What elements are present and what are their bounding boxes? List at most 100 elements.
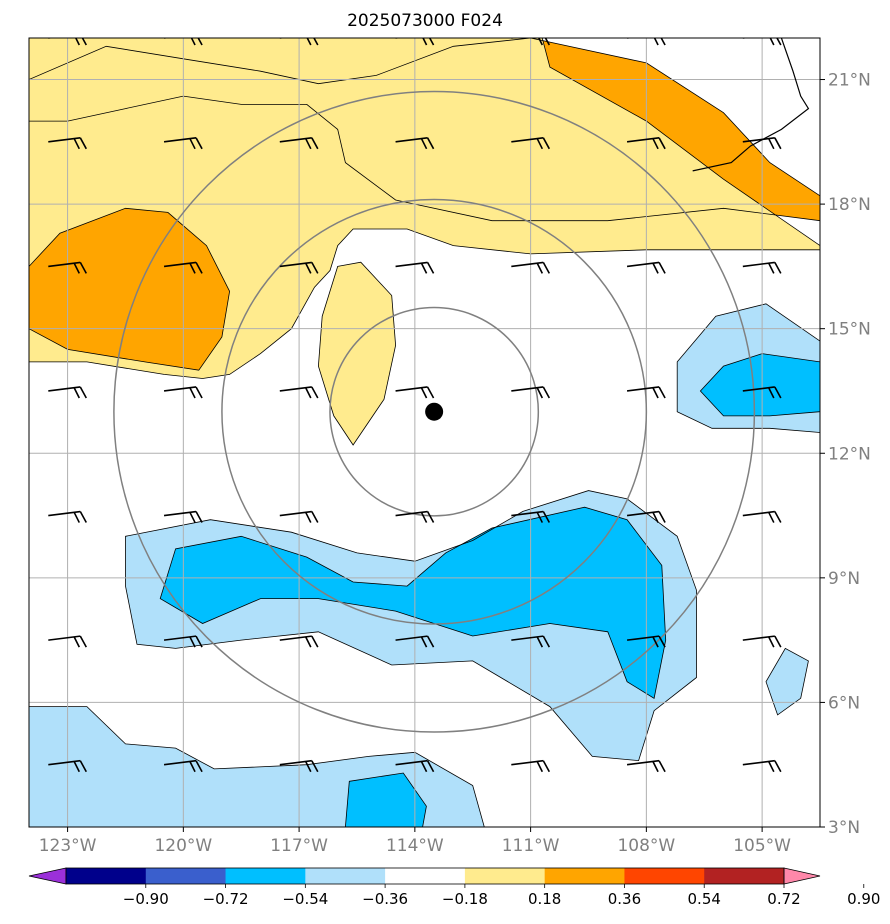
wind-barb (163, 759, 203, 773)
wind-barb (511, 635, 551, 648)
contour-line-southwest-blue (29, 706, 485, 827)
wind-barb (511, 38, 551, 46)
map-area (29, 38, 820, 827)
coastline-mexico (692, 38, 810, 172)
wind-barb (163, 635, 203, 648)
colorbar-tick-label: −0.36 (362, 890, 408, 908)
wind-barb (742, 386, 782, 399)
storm-center (425, 402, 444, 421)
x-tick-label: 108°W (617, 836, 675, 856)
wind-barb (163, 386, 203, 399)
colorbar-tick-label: 0.18 (528, 890, 561, 908)
range-ring (113, 90, 756, 733)
x-tick-label: 123°W (39, 836, 97, 856)
wind-barb (48, 759, 87, 773)
x-tick-label: 117°W (270, 836, 328, 856)
contour-fill-west-orange-blob (29, 208, 230, 371)
wind-barb (742, 38, 782, 46)
coastline (692, 38, 810, 172)
colorbar-bin (385, 868, 466, 884)
wind-barb (742, 261, 782, 274)
colorbar-outline (65, 867, 785, 885)
wind-barb (163, 510, 203, 523)
wind-barb (279, 510, 319, 523)
colorbar-tick-label: 0.72 (767, 890, 800, 908)
x-tick-label: 120°W (154, 836, 212, 856)
wind-barbs (48, 38, 782, 773)
colorbar: −0.90 −0.72 −0.54 −0.36 −0.18 0.18 0.36 0.54 0.7… (28, 867, 880, 908)
colorbar-bin (66, 868, 147, 884)
map-frame (28, 37, 821, 828)
wind-barb (279, 635, 319, 648)
wind-barb (511, 759, 551, 773)
colorbar-extend-low (28, 867, 67, 885)
wind-barb (511, 386, 551, 399)
wind-barb (279, 38, 319, 46)
wind-barb (511, 510, 551, 523)
contour-line-west-orange-blob (29, 207, 231, 371)
gridlines (29, 38, 820, 827)
x-axis-ticks: 123°W 120°W 117°W 114°W 111°W 108°W 105°W (39, 827, 791, 856)
wind-barb (742, 759, 782, 773)
wind-barb (626, 261, 666, 274)
wind-barb (163, 261, 203, 274)
colorbar-tick-label: 0.90 (847, 890, 880, 908)
colorbar-bin (704, 868, 785, 884)
wind-barb (48, 261, 87, 274)
range-ring (329, 306, 540, 517)
wind-barb (511, 261, 551, 274)
contour-line-south-deep-blue-patch (344, 772, 427, 827)
y-tick-label: 3°N (828, 818, 860, 838)
wind-barb (395, 137, 435, 150)
storm-center-dot (425, 402, 444, 421)
colorbar-bin (145, 868, 227, 884)
colorbar-bin (464, 868, 546, 884)
contour-fill-central-yellow-tongue (318, 262, 396, 445)
wind-barb (164, 38, 203, 46)
x-tick-label: 105°W (733, 836, 791, 856)
wind-barb (395, 635, 435, 648)
wind-barb (395, 261, 435, 274)
y-axis-ticks: 3°N 6°N 9°N 12°N 15°N 18°N 21°N (820, 71, 871, 838)
wind-barb (163, 137, 203, 150)
wind-barb (742, 635, 782, 648)
wind-barb (395, 510, 435, 523)
wind-barb (395, 386, 435, 399)
wind-barb (48, 635, 87, 648)
contour-line-central-yellow-tongue (317, 261, 397, 446)
y-tick-label: 21°N (828, 71, 871, 91)
wind-barb (626, 386, 666, 399)
wind-barb (279, 759, 319, 773)
wind-barb (627, 38, 666, 46)
contour-line-south-blue-belt (125, 490, 697, 762)
wind-barb (511, 137, 551, 150)
wind-barb (279, 137, 319, 150)
wind-barb (626, 635, 666, 648)
contour-fill-far-east-blue-spot (766, 648, 809, 715)
colorbar-tick-label: −0.18 (442, 890, 488, 908)
y-tick-label: 15°N (828, 320, 871, 340)
colorbar-extend-high (783, 867, 821, 885)
colorbar-tick-label: 0.54 (688, 890, 721, 908)
y-tick-label: 6°N (828, 693, 860, 713)
x-tick-label: 111°W (502, 836, 560, 856)
y-tick-label: 9°N (828, 569, 860, 589)
colorbar-bin (624, 868, 705, 884)
contour-line-east-deep-blue (699, 353, 820, 417)
contour-line-north-yellow-belt (29, 38, 820, 379)
wind-barb (742, 510, 782, 523)
range-ring (221, 198, 648, 625)
colorbar-bin (305, 868, 386, 884)
contour-line-south-deep-blue (159, 506, 667, 699)
contour-fill-south-deep-blue (160, 507, 666, 699)
colorbar-bin (544, 868, 625, 884)
colorbar-tick-label: −0.54 (282, 890, 328, 908)
wind-barb (742, 137, 782, 150)
range-rings (113, 90, 756, 733)
wind-barb (48, 386, 87, 399)
wind-barb (279, 386, 319, 399)
wind-barb (48, 137, 87, 150)
wind-barb (626, 137, 666, 150)
wind-barb (48, 510, 87, 523)
wind-barb (279, 261, 319, 274)
